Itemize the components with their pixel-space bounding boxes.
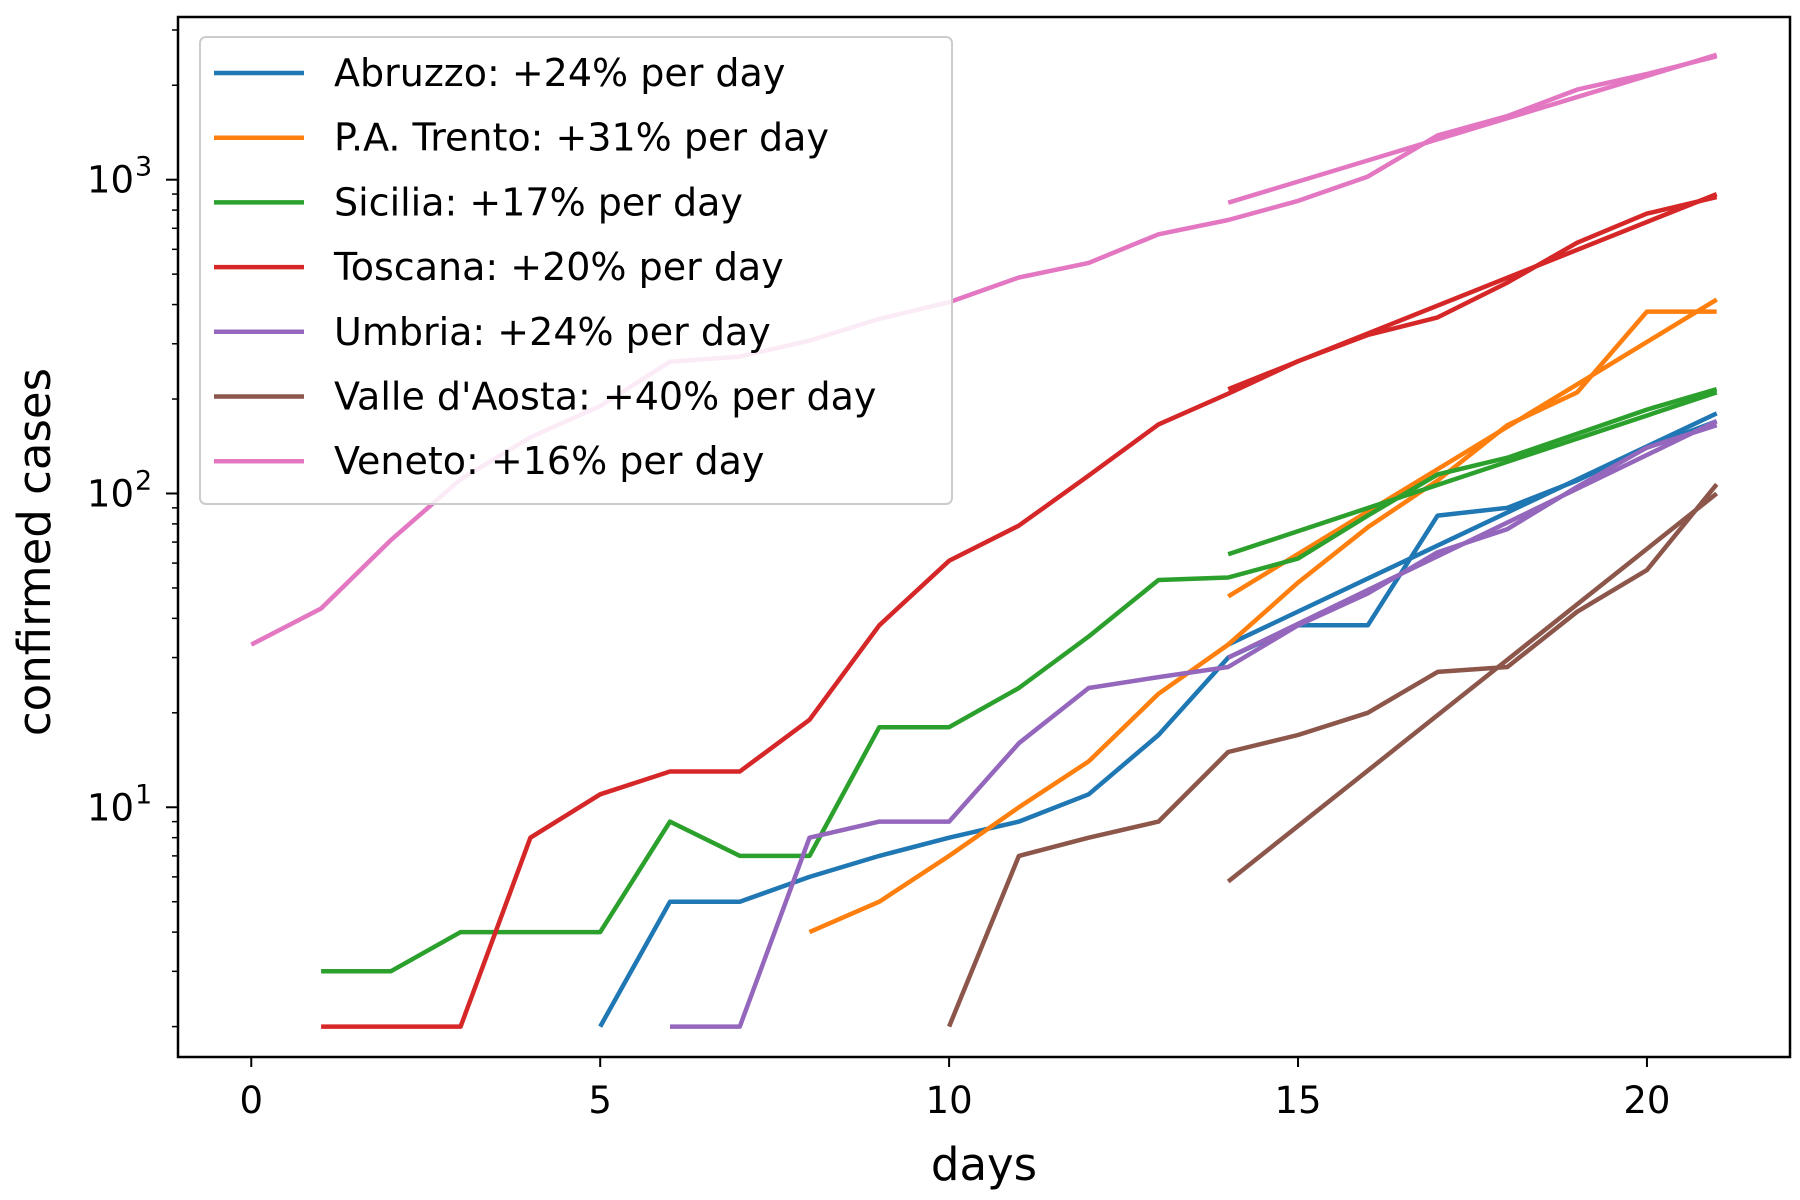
legend-item: Toscana: +20% per day	[214, 245, 784, 289]
plot-area-frame	[176, 15, 1792, 1059]
legend-label: P.A. Trento: +31% per day	[334, 116, 829, 160]
legend-item: Veneto: +16% per day	[214, 439, 764, 483]
legend-label: Veneto: +16% per day	[334, 439, 764, 483]
legend-label: Sicilia: +17% per day	[334, 180, 743, 224]
fit-line-5	[1226, 491, 1719, 884]
legend-label: Abruzzo: +24% per day	[334, 51, 785, 95]
y-tick-label: 10 1	[87, 779, 152, 829]
y-tick-exponent: 2	[135, 465, 152, 496]
y-tick-exponent: 1	[135, 779, 152, 810]
series-line-5	[947, 482, 1719, 1028]
legend-item: Umbria: +24% per day	[214, 310, 771, 354]
legend-item: Valle d'Aosta: +40% per day	[214, 375, 876, 419]
series-line-0	[598, 419, 1718, 1028]
legend-label: Valle d'Aosta: +40% per day	[334, 375, 876, 419]
x-tick-label: 5	[588, 1079, 612, 1122]
fit-line-6	[1227, 52, 1718, 205]
legend-item: Abruzzo: +24% per day	[214, 51, 785, 95]
legend-label: Umbria: +24% per day	[334, 310, 771, 354]
x-axis-label: days	[931, 1138, 1037, 1191]
y-tick-label: 10 2	[87, 465, 152, 515]
legend-item: Sicilia: +17% per day	[214, 180, 743, 224]
x-tick-label: 10	[926, 1079, 973, 1122]
y-tick-base: 10	[87, 472, 134, 515]
y-axis-label: confirmed cases	[8, 368, 61, 736]
legend-label: Toscana: +20% per day	[333, 245, 784, 289]
x-tick-label: 20	[1623, 1079, 1670, 1122]
series-line-1	[808, 309, 1717, 935]
legend-item: P.A. Trento: +31% per day	[214, 116, 829, 160]
x-tick-label: 15	[1274, 1079, 1321, 1122]
y-tick-label: 10 3	[87, 152, 152, 202]
fit-line-1	[1227, 297, 1718, 599]
y-tick-base: 10	[87, 159, 134, 202]
series-line-4	[670, 423, 1718, 1029]
x-tick-label: 0	[239, 1079, 263, 1122]
y-tick-exponent: 3	[135, 152, 152, 183]
series-layer	[250, 52, 1719, 1029]
fit-line-2	[1227, 390, 1718, 557]
y-tick-base: 10	[87, 786, 134, 829]
series-line-3	[321, 194, 1718, 1029]
legend: Abruzzo: +24% per day P.A. Trento: +31% p…	[199, 36, 953, 505]
series-line-2	[321, 387, 1718, 974]
legend-box	[199, 36, 953, 505]
fit-line-4	[1227, 419, 1718, 660]
fit-line-3	[1227, 192, 1718, 392]
